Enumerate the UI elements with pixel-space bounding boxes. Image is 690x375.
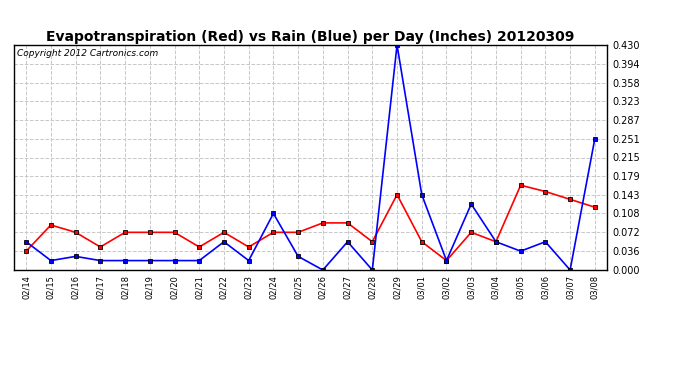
Title: Evapotranspiration (Red) vs Rain (Blue) per Day (Inches) 20120309: Evapotranspiration (Red) vs Rain (Blue) … — [46, 30, 575, 44]
Text: Copyright 2012 Cartronics.com: Copyright 2012 Cartronics.com — [17, 50, 158, 58]
